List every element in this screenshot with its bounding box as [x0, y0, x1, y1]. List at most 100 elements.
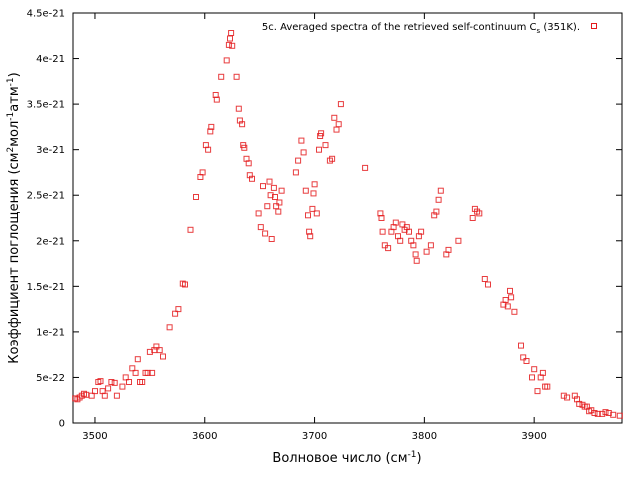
data-point: [239, 121, 246, 128]
data-point: [199, 169, 206, 176]
x-tick-label: 3600: [192, 431, 217, 442]
x-axis-label-sup: -1: [408, 450, 417, 460]
data-point: [132, 369, 139, 376]
data-point: [266, 178, 273, 185]
data-point: [205, 146, 212, 153]
data-point: [235, 105, 242, 112]
data-point: [227, 35, 233, 42]
data-point: [187, 226, 194, 233]
data-point: [316, 146, 322, 153]
data-point: [92, 388, 98, 395]
data-point: [564, 394, 571, 401]
data-point: [229, 42, 236, 49]
data-point: [445, 246, 452, 253]
data-point: [208, 123, 215, 130]
y-axis-label-part-1: Коэффициент поглощения (см: [7, 153, 22, 364]
x-axis-label-end: ): [416, 451, 421, 466]
data-point: [153, 343, 160, 350]
data-point: [539, 369, 546, 376]
data-point: [260, 183, 266, 190]
data-point: [427, 242, 434, 249]
data-point: [529, 374, 535, 381]
legend-label-subscript: s: [537, 27, 541, 35]
data-point: [337, 101, 344, 108]
data-point: [469, 215, 476, 221]
data-point: [602, 409, 609, 416]
y-tick-label: 3e-21: [36, 145, 65, 156]
data-point: [433, 208, 440, 215]
data-point: [193, 194, 199, 200]
data-point: [257, 224, 264, 231]
data-point: [275, 208, 282, 215]
data-point: [485, 281, 491, 288]
data-point: [544, 383, 551, 390]
data-point: [262, 230, 269, 237]
data-point: [228, 30, 235, 36]
y-tick-label: 3.5e-21: [27, 100, 65, 111]
data-point: [88, 392, 95, 399]
data-point: [272, 194, 278, 200]
data-point: [309, 205, 316, 212]
data-point: [225, 41, 232, 48]
data-point: [144, 369, 151, 376]
y-tick-label: 4e-21: [36, 54, 65, 65]
data-point: [322, 142, 329, 149]
y-axis-label-part-2: 2: [6, 147, 16, 153]
data-point: [335, 121, 342, 128]
y-tick-label: 1e-21: [36, 327, 65, 338]
data-point: [406, 228, 412, 235]
data-point: [378, 215, 385, 221]
data-point: [268, 236, 275, 242]
y-axis-label: Коэффициент поглощения (см2мол-1атм-1): [6, 72, 22, 363]
x-tick-label: 3800: [412, 431, 437, 442]
data-point: [518, 342, 524, 349]
data-point: [520, 354, 527, 361]
data-point: [523, 358, 530, 364]
data-point: [560, 392, 567, 399]
y-axis-label-part-7: ): [7, 72, 22, 77]
data-point: [455, 237, 462, 244]
data-points: [72, 30, 623, 419]
y-tick-label: 4.5e-21: [27, 9, 65, 20]
legend-marker: [591, 23, 597, 29]
data-point: [270, 184, 277, 191]
data-point: [172, 310, 179, 317]
data-point: [146, 348, 153, 355]
y-axis-label-part-3: мол: [7, 121, 22, 147]
data-point: [331, 114, 338, 121]
data-point: [97, 378, 104, 385]
data-point: [255, 210, 262, 217]
data-point: [300, 149, 307, 156]
data-point: [111, 379, 118, 386]
data-point: [298, 137, 305, 144]
legend: 5c. Averaged spectra of the retrieved se…: [262, 22, 597, 35]
data-point: [437, 187, 444, 194]
data-point: [605, 410, 612, 416]
data-point: [397, 237, 404, 244]
y-tick-label: 5e-22: [36, 373, 65, 384]
data-point: [273, 203, 280, 210]
y-axis-ticks: 0 5e-22 1e-21 1.5e-21 2e-21 2.5e-21 3e-21 3.5e-…: [27, 9, 622, 430]
x-axis-ticks: 3500 3600 3700 3800 3900: [82, 13, 547, 442]
data-point: [307, 233, 314, 240]
data-point: [166, 324, 173, 331]
data-point: [362, 164, 369, 171]
data-point: [318, 130, 325, 137]
data-point: [126, 379, 132, 385]
data-point: [423, 248, 430, 255]
data-point: [218, 73, 225, 80]
data-point: [267, 192, 274, 199]
data-point: [508, 294, 515, 301]
x-tick-label: 3700: [302, 431, 327, 442]
data-point: [207, 128, 214, 135]
y-tick-label: 2e-21: [36, 236, 65, 247]
data-point: [264, 203, 271, 210]
data-point: [119, 383, 126, 390]
data-point: [223, 57, 230, 64]
data-point: [295, 157, 302, 164]
data-point: [481, 276, 488, 282]
data-point: [412, 251, 419, 258]
data-point: [310, 190, 317, 197]
plot-frame: [72, 12, 623, 424]
